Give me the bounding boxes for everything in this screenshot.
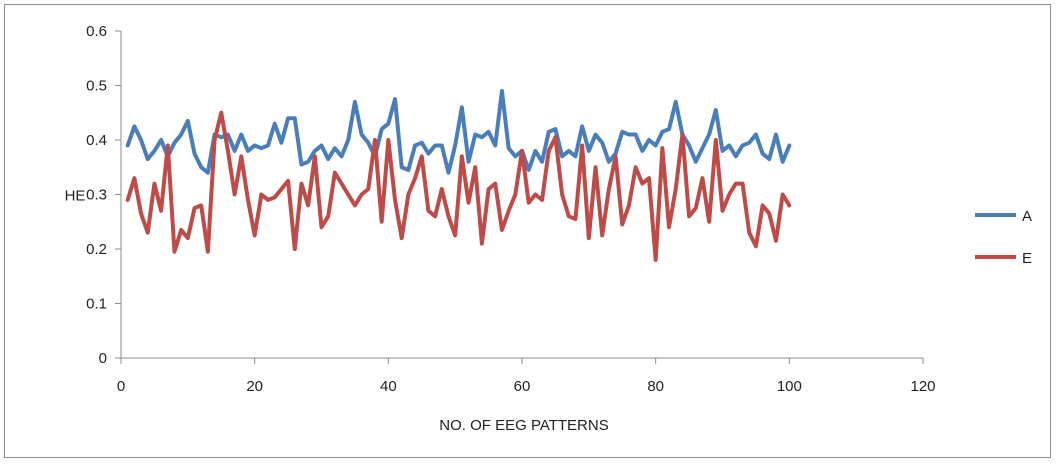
legend: AE [975, 208, 1032, 267]
x-tick-label: 20 [246, 378, 263, 395]
x-axis-title: NO. OF EEG PATTERNS [439, 417, 608, 434]
legend-label-A: A [1022, 208, 1032, 225]
x-ticks: 0 20 40 60 80 100 120 [117, 358, 936, 395]
y-tick-label: 0.3 [86, 187, 107, 204]
series-line-E [125, 110, 792, 262]
y-tick-label: 0.6 [86, 23, 107, 40]
x-tick-label: 80 [647, 378, 664, 395]
x-tick-label: 60 [514, 378, 531, 395]
y-tick-label: 0 [99, 350, 107, 367]
x-tick-label: 0 [117, 378, 125, 395]
legend-label-E: E [1022, 250, 1032, 267]
x-tick-label: 40 [380, 378, 397, 395]
x-tick-label: 120 [910, 378, 935, 395]
y-tick-label: 0.4 [86, 132, 107, 149]
y-tick-label: 0.1 [86, 296, 107, 313]
series-layer [125, 88, 792, 262]
y-ticks: 0 0.1 0.2 0.3 0.4 0.5 0.6 [86, 23, 121, 367]
series-line-A [125, 88, 792, 175]
x-tick-label: 100 [777, 378, 802, 395]
chart-frame [4, 4, 1051, 458]
y-axis-title: HE [65, 188, 86, 205]
y-tick-label: 0.2 [86, 241, 107, 258]
axes [120, 31, 923, 359]
y-tick-label: 0.5 [86, 78, 107, 95]
